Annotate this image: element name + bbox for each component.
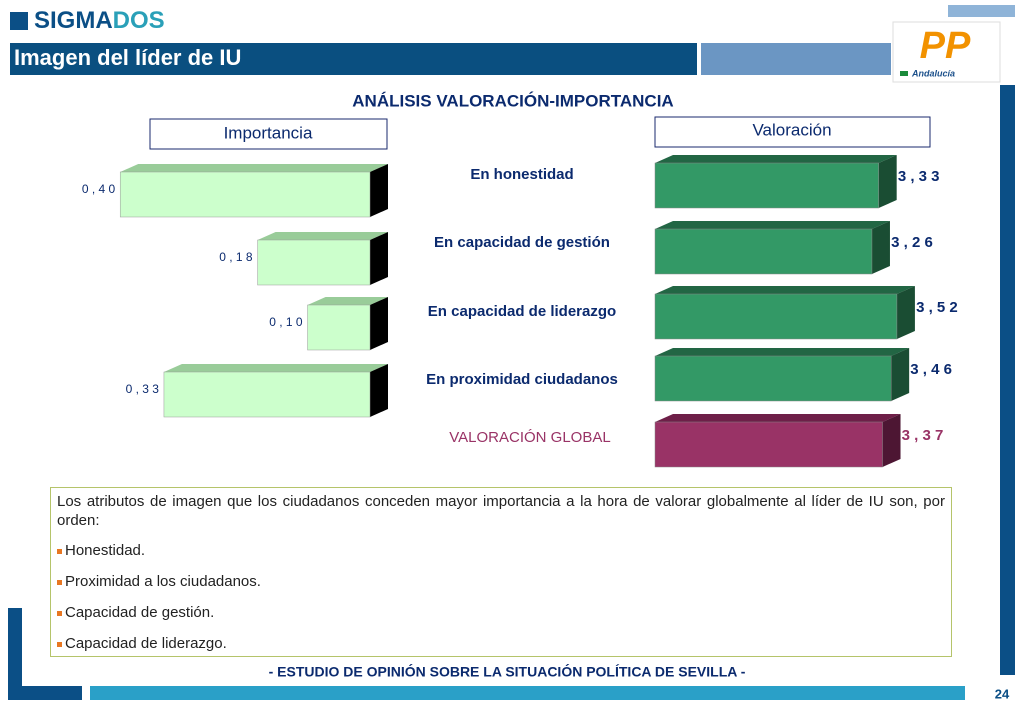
data-label: 0 , 4 0 [82,182,116,196]
logo-square [10,12,28,30]
panel-title-box [654,116,931,148]
bar [654,355,892,402]
bar [654,293,898,340]
bar [654,162,879,209]
bar-top [655,414,901,422]
title-bar-accent [701,43,891,75]
corner-accent [948,5,1015,17]
data-label: 3 , 5 2 [916,299,958,316]
bar-top [655,286,915,294]
footer-note: - ESTUDIO DE OPINIÓN SOBRE LA SITUACIÓN … [269,663,746,680]
bar-top [163,364,388,372]
bar-top [655,348,910,356]
category-label: En capacidad de liderazgo [428,303,616,320]
bar-side [882,414,901,467]
panel-title: Valoración [752,120,831,139]
bar [119,171,371,218]
bar-side [370,232,388,285]
bullet-item: Honestidad. [57,541,945,560]
bar [654,228,873,275]
data-label: 0 , 1 0 [269,315,303,329]
bar [257,239,371,286]
panel-title-box [149,118,388,150]
data-label: 3 , 3 7 [902,427,944,444]
side-bar [8,608,22,688]
bar-side [370,364,388,417]
party-flag [900,71,908,76]
party-logo-box [892,21,1001,83]
bar-top [120,164,388,172]
bar-top [257,232,388,240]
chart-title: ANÁLISIS VALORACIÓN-IMPORTANCIA [352,91,673,110]
bar-side [871,221,890,274]
bullet-item: Capacidad de gestión. [57,603,945,622]
logo: SIGMADOS [34,7,165,34]
party-logo: PP [920,25,971,67]
logo-part: DOS [113,7,165,34]
category-label: En capacidad de gestión [434,234,610,251]
bar-top [655,221,890,229]
logo-part: SIGMA [34,7,113,34]
category-label: En proximidad ciudadanos [426,371,618,388]
bar-top [655,155,897,163]
paragraph: Los atributos de imagen que los ciudadan… [57,493,945,529]
bar [654,421,883,468]
data-label: 3 , 3 3 [898,168,940,185]
bottom-bar [90,686,965,700]
side-bar [1000,85,1015,675]
category-label: En honestidad [470,166,573,183]
bar-side [896,286,915,339]
category-label: VALORACIÓN GLOBAL [449,429,610,446]
bullet-item: Capacidad de liderazgo. [57,634,945,653]
data-label: 3 , 2 6 [891,234,933,251]
bar-top [307,297,388,305]
data-label: 0 , 3 3 [126,382,160,396]
bar-side [370,164,388,217]
bar-side [878,155,897,208]
title-bar [10,43,697,75]
data-label: 3 , 4 6 [910,361,952,378]
bar-side [370,297,388,350]
bar [307,304,371,351]
text-box: Los atributos de imagen que los ciudadan… [50,487,952,657]
bullet-item: Proximidad a los ciudadanos. [57,572,945,591]
bottom-bar [8,686,82,700]
slide-title: Imagen del líder de IU [14,45,241,70]
page-number: 24 [995,686,1010,701]
panel-title: Importancia [224,123,313,142]
data-label: 0 , 1 8 [219,250,253,264]
bar-side [891,348,910,401]
bar [163,371,371,418]
party-region: Andalucía [911,68,955,78]
